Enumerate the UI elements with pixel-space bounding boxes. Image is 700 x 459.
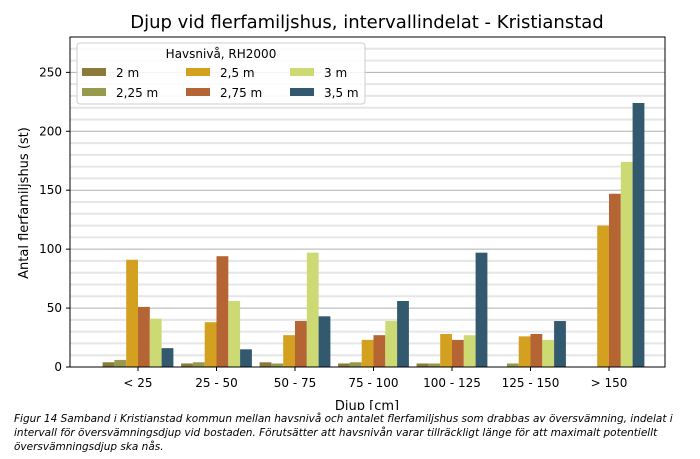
bar — [385, 321, 398, 367]
bar — [102, 362, 115, 367]
legend-label: 2,25 m — [116, 86, 158, 100]
bar — [271, 363, 284, 367]
bar — [204, 322, 217, 367]
bar — [518, 336, 531, 367]
y-tick-label: 0 — [54, 360, 62, 374]
bar-chart: < 25 25 - 50 50 - 75 75 - 100 100 - 125 125 -… — [17, 12, 666, 410]
y-tick-label: 150 — [39, 183, 62, 197]
bar — [416, 363, 429, 367]
y-tick-label: 100 — [39, 242, 62, 256]
bar — [149, 318, 162, 367]
legend-swatch — [290, 68, 314, 76]
bar — [440, 334, 452, 367]
x-tick-label: 25 - 50 — [195, 376, 238, 390]
bar — [318, 316, 331, 367]
bar — [597, 225, 609, 367]
legend-label: 3,5 m — [324, 86, 359, 100]
bar — [216, 256, 229, 367]
bar — [228, 301, 241, 367]
bar — [283, 335, 295, 367]
legend-swatch — [82, 88, 106, 96]
legend-swatch — [290, 88, 314, 96]
legend-label: 3 m — [324, 66, 347, 80]
bar — [138, 306, 150, 367]
x-tick-label: > 150 — [591, 376, 628, 390]
y-axis-label: Antal flerfamiljshus (st) — [17, 127, 32, 279]
figure-caption: Figur 14 Samband i Kristianstad kommun m… — [14, 413, 673, 453]
legend-label: 2 m — [116, 66, 139, 80]
bar — [126, 259, 138, 367]
bar — [114, 359, 127, 367]
bar — [161, 348, 174, 367]
legend-label: 2,5 m — [220, 66, 255, 80]
bar — [373, 335, 386, 367]
x-tick-label: < 25 — [123, 376, 152, 390]
plot-frame — [69, 36, 666, 368]
bar — [609, 193, 621, 367]
bar — [181, 363, 193, 367]
bar — [240, 349, 252, 367]
bar — [542, 339, 555, 367]
bar — [452, 339, 464, 367]
bar — [620, 161, 633, 367]
bar — [530, 334, 543, 367]
x-tick-label: 100 - 125 — [423, 376, 481, 390]
bar — [506, 363, 519, 367]
bar — [463, 335, 476, 367]
bar — [475, 252, 488, 367]
legend-swatch — [82, 68, 106, 76]
x-tick-label: 75 - 100 — [348, 376, 398, 390]
y-tick-label: 250 — [39, 65, 62, 79]
y-tick-label: 200 — [39, 124, 62, 138]
x-axis-label: Djup [cm] — [335, 399, 399, 410]
chart-title: Djup vid flerfamiljshus, intervallindela… — [130, 12, 603, 33]
legend-swatch — [186, 68, 210, 76]
x-tick-label: 125 - 150 — [502, 376, 560, 390]
bar — [338, 363, 350, 367]
bar — [428, 363, 441, 367]
legend-label: 2,75 m — [220, 86, 262, 100]
bar — [295, 321, 307, 367]
legend-swatch — [186, 88, 210, 96]
bar — [192, 362, 205, 367]
bar — [306, 252, 319, 367]
bar — [361, 339, 374, 367]
bar — [554, 321, 566, 367]
legend-title: Havsnivå, RH2000 — [166, 47, 277, 61]
y-tick-label: 50 — [47, 301, 62, 315]
bar — [632, 103, 645, 367]
bar — [349, 362, 362, 367]
bar — [397, 301, 409, 367]
bar — [259, 362, 272, 367]
x-tick-label: 50 - 75 — [274, 376, 317, 390]
